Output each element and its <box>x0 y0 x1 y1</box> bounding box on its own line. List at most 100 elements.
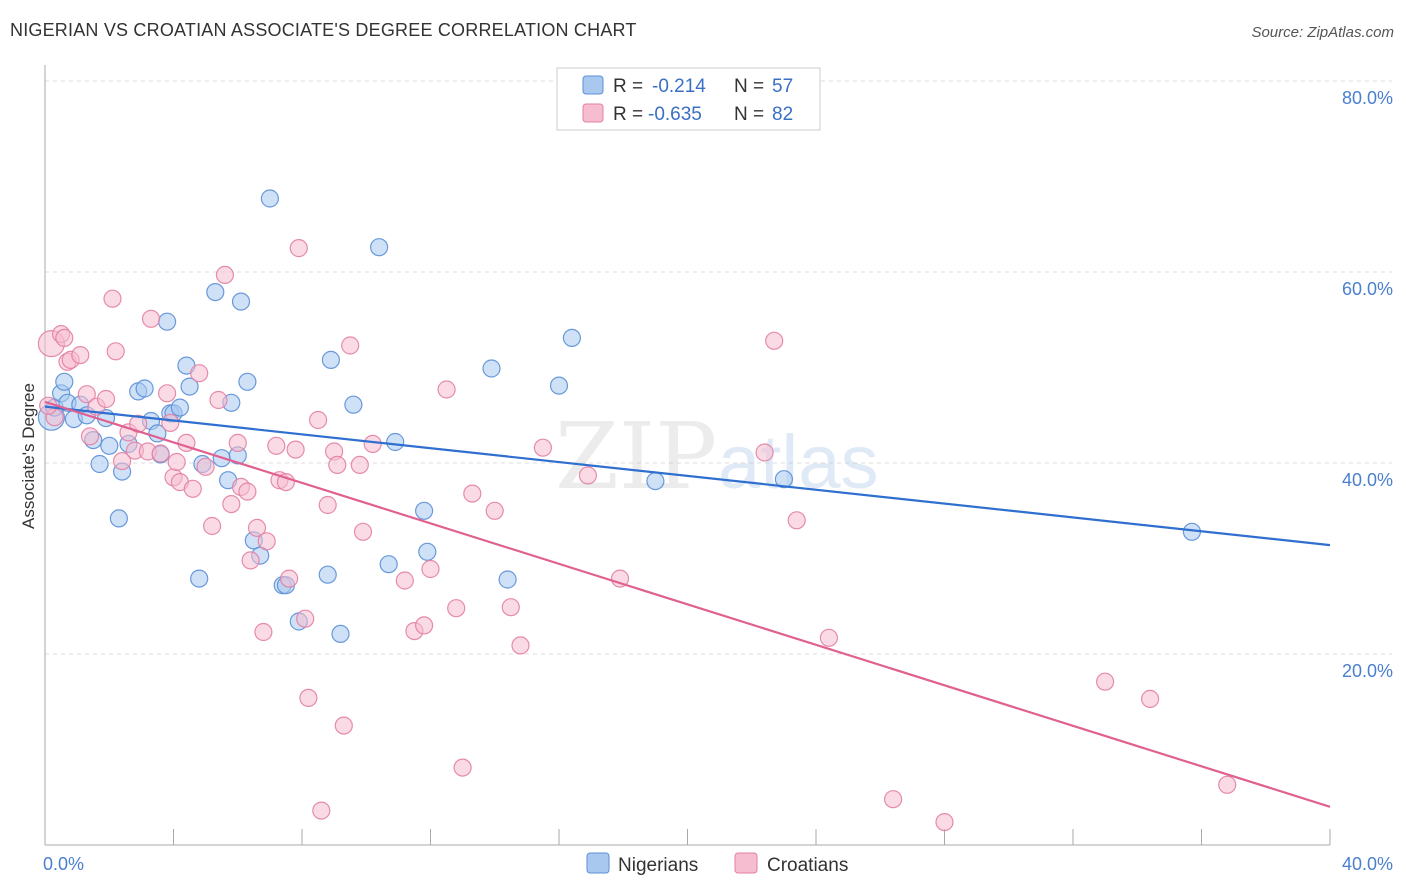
legend-r-label: R = <box>613 104 643 125</box>
series-legend: Nigerians Croatians <box>586 852 848 876</box>
y-axis-title: Associate's Degree <box>19 383 38 529</box>
croatians-point <box>309 410 328 430</box>
croatians-point <box>289 239 308 258</box>
series-legend-label-croatians: Croatians <box>767 855 848 876</box>
nigerians-point <box>386 432 405 452</box>
nigerians-point <box>331 624 350 644</box>
y-tick-label: 20.0% <box>1342 661 1393 681</box>
watermark-zip: ZIP <box>555 403 717 510</box>
nigerians-point <box>774 470 794 489</box>
nigerians-point <box>109 509 129 528</box>
croatians-point <box>501 598 520 617</box>
croatians-point <box>241 551 260 570</box>
croatians-point <box>533 438 553 457</box>
croatians-point <box>141 309 161 328</box>
croatians-point <box>276 473 295 492</box>
croatians-point <box>296 609 315 628</box>
nigerians-point <box>206 283 225 302</box>
legend-r-value-nigerians: -0.214 <box>652 76 706 97</box>
y-tick-label: 40.0% <box>1342 470 1393 490</box>
croatians-point <box>247 518 267 538</box>
croatians-point <box>55 328 74 347</box>
nigerians-point <box>135 379 154 398</box>
nigerians-point <box>379 555 398 574</box>
axes <box>44 65 1331 846</box>
croatians-trend-line <box>44 400 1331 808</box>
croatians-point <box>421 559 440 579</box>
chart-title: NIGERIAN VS CROATIAN ASSOCIATE'S DEGREE … <box>10 20 637 40</box>
croatians-point <box>238 482 257 501</box>
croatians-point <box>254 622 273 642</box>
croatians-point <box>112 452 132 471</box>
croatians-point <box>511 636 530 655</box>
legend-n-value-croatians: 82 <box>772 104 793 125</box>
trend-lines <box>44 400 1331 808</box>
nigerians-point <box>238 372 257 391</box>
x-tick-label: 0.0% <box>43 854 84 874</box>
series-legend-swatch-croatians <box>734 852 758 874</box>
nigerians-point <box>562 328 582 347</box>
nigerians-point <box>55 372 74 391</box>
croatians-point <box>353 522 373 541</box>
croatians-point <box>267 436 286 455</box>
series-legend-swatch-nigerians <box>586 852 610 874</box>
croatians-point <box>1095 672 1115 691</box>
series-legend-label-nigerians: Nigerians <box>618 855 698 876</box>
croatians-point <box>453 758 472 777</box>
croatians-point <box>167 452 186 472</box>
y-tick-label: 80.0% <box>1342 88 1393 108</box>
legend-swatch-croatians <box>582 103 604 123</box>
gridlines <box>45 80 1392 655</box>
croatians-point <box>222 495 241 514</box>
croatians-point <box>363 434 382 453</box>
croatians-point <box>103 289 122 308</box>
nigerians-point <box>180 377 199 396</box>
legend-n-label: N = <box>734 104 764 125</box>
legend-n-value-nigerians: 57 <box>772 76 793 97</box>
legend-n-label: N = <box>734 76 764 97</box>
watermark-atlas: atlas <box>718 420 879 505</box>
croatians-point <box>415 616 434 635</box>
croatians-point <box>257 532 276 551</box>
croatians-point <box>151 444 170 463</box>
croatians-point <box>1140 689 1160 709</box>
croatians-point <box>190 364 209 383</box>
croatians-point <box>328 455 347 474</box>
nigerians-point <box>90 454 109 474</box>
croatians-point <box>447 599 466 618</box>
nigerians-point <box>170 398 189 417</box>
croatians-point <box>341 336 360 355</box>
nigerians-point <box>100 436 119 455</box>
nigerians-point <box>190 569 209 588</box>
croatians-point <box>286 440 305 459</box>
croatians-point <box>80 427 100 446</box>
croatians-point <box>485 501 504 520</box>
nigerians-point <box>498 570 517 589</box>
tick-labels: 20.0% 40.0% 60.0% 80.0% 0.0% 40.0% <box>43 88 1393 874</box>
nigerians-point <box>370 238 389 257</box>
croatians-point <box>883 790 903 809</box>
nigerians-point <box>231 292 251 311</box>
nigerians-point <box>646 472 665 491</box>
croatians-point <box>71 346 90 365</box>
croatians-point <box>334 716 353 735</box>
croatians-point <box>437 380 456 399</box>
nigerians-point <box>418 542 437 561</box>
legend-r-label: R = <box>613 76 643 97</box>
croatians-point <box>196 457 215 476</box>
y-tick-label: 60.0% <box>1342 279 1393 299</box>
croatians-point <box>935 812 954 832</box>
croatians-point <box>77 385 96 404</box>
nigerians-point <box>318 565 337 584</box>
croatians-point <box>215 265 234 284</box>
croatians-point <box>299 688 318 708</box>
croatians-point <box>183 479 202 498</box>
nigerians-point <box>260 189 279 208</box>
stats-legend: R = -0.214 N = 57 R = -0.635 N = 82 <box>556 67 821 131</box>
nigerians-point <box>158 312 177 331</box>
croatians-point <box>755 443 774 462</box>
watermark: ZIP atlas <box>555 403 879 510</box>
croatians-point <box>209 390 228 410</box>
croatians-point <box>158 384 177 403</box>
